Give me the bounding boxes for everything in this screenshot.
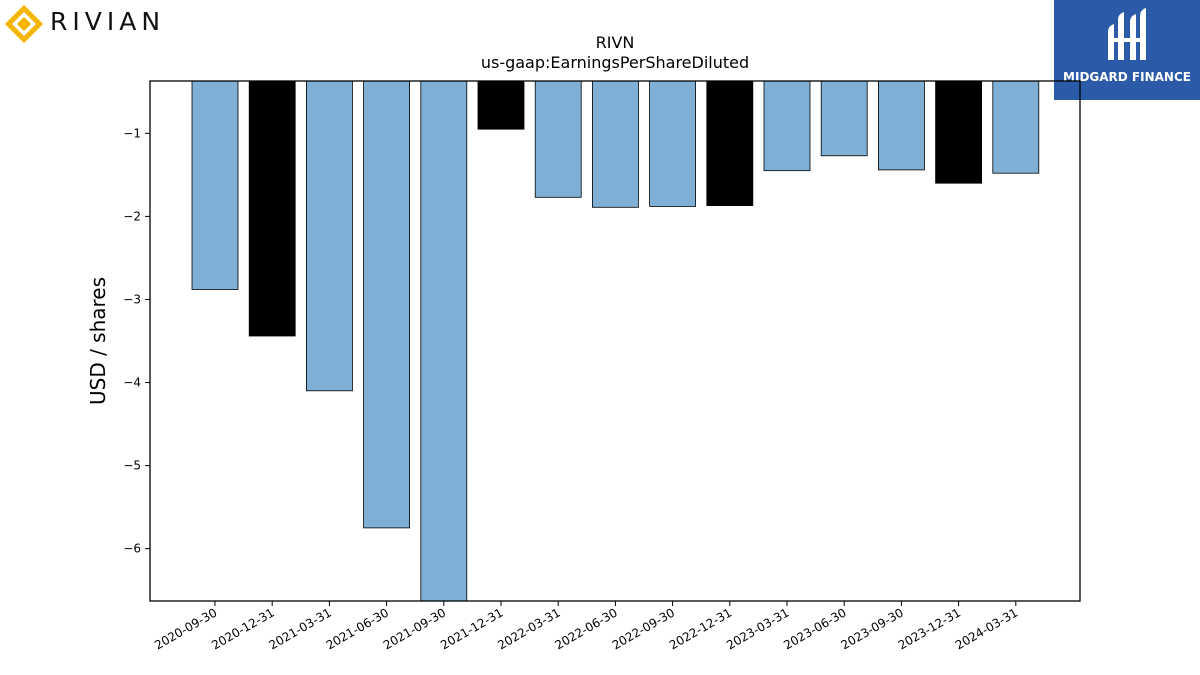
bar-2021-06-30: [363, 80, 411, 529]
midgard-emblem-icon: [1108, 8, 1146, 60]
x-tick-label: 2023-06-30: [781, 605, 848, 652]
x-tick-label: 2021-03-31: [266, 605, 333, 652]
bar-2024-03-31: [992, 80, 1040, 174]
rivian-diamond-icon: [5, 5, 43, 43]
bar-2023-03-31: [763, 80, 811, 172]
bar-2021-09-30: [420, 80, 468, 602]
x-tick-label: 2021-06-30: [324, 605, 391, 652]
y-tick-label: −3: [123, 292, 141, 306]
y-tick-label: −4: [123, 376, 141, 390]
bar-2022-09-30: [649, 80, 696, 207]
midgard-finance-name: MIDGARD FINANCE: [1063, 70, 1191, 84]
x-tick-label: 2021-09-30: [381, 605, 448, 652]
bar-series: [191, 80, 1040, 602]
bar-2020-09-30: [191, 80, 239, 290]
y-tick-label: −5: [123, 459, 141, 473]
chart-title: RIVN: [596, 33, 635, 52]
x-tick-label: 2022-12-31: [667, 605, 734, 652]
x-tick-label: 2023-09-30: [838, 605, 905, 652]
bar-2022-12-31: [706, 80, 754, 206]
y-tick-label: −2: [123, 209, 141, 223]
bar-2023-06-30: [820, 80, 868, 157]
midgard-finance-logo: MIDGARD FINANCE: [1054, 0, 1200, 100]
plot-frame: [149, 80, 1081, 602]
bar-2023-09-30: [878, 80, 925, 171]
x-tick-label: 2022-06-30: [552, 605, 619, 652]
rivian-logo: RIVIAN: [4, 2, 204, 44]
bar-2022-06-30: [592, 80, 639, 208]
x-tick-label: 2023-12-31: [896, 605, 963, 652]
x-tick-label: 2022-03-31: [495, 605, 562, 652]
y-axis-ticks: −1 −2 −3 −4 −5 −6: [123, 126, 150, 556]
chart-subtitle: us-gaap:EarningsPerShareDiluted: [481, 53, 749, 72]
bar-2020-12-31: [248, 80, 296, 337]
x-tick-label: 2020-09-30: [152, 605, 219, 652]
y-tick-label: −1: [123, 126, 141, 140]
x-tick-label: 2023-03-31: [724, 605, 791, 652]
x-tick-label: 2024-03-31: [953, 605, 1020, 652]
x-tick-label: 2020-12-31: [209, 605, 276, 652]
bar-2021-12-31: [477, 80, 525, 130]
x-axis-ticks: 2020-09-302020-12-312021-03-312021-06-30…: [152, 601, 1020, 652]
bar-2022-03-31: [534, 80, 582, 198]
y-axis-label: USD / shares: [86, 277, 110, 405]
x-tick-label: 2022-09-30: [610, 605, 677, 652]
rivian-wordmark: RIVIAN: [50, 7, 166, 36]
bar-2021-03-31: [305, 80, 353, 392]
x-tick-label: 2021-12-31: [438, 605, 505, 652]
y-tick-label: −6: [123, 542, 141, 556]
bar-2023-12-31: [935, 80, 982, 184]
